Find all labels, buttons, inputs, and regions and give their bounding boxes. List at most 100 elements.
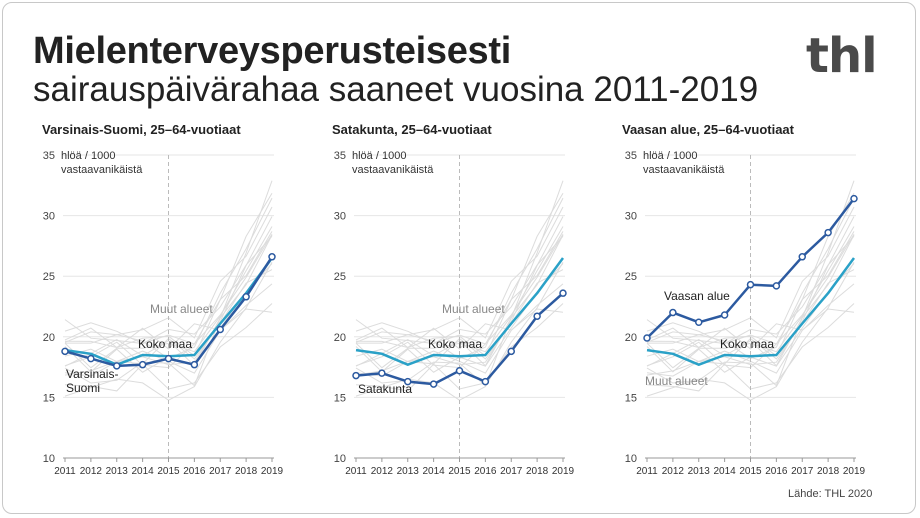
data-point xyxy=(87,354,95,363)
y-tick-label: 15 xyxy=(625,392,637,404)
data-point xyxy=(429,380,438,388)
others-label: Muut alueet xyxy=(645,374,708,388)
y-tick-label: 35 xyxy=(43,150,55,162)
y-tick-label: 10 xyxy=(43,453,55,465)
series-label: Satakunta xyxy=(358,382,412,396)
data-point xyxy=(455,366,464,375)
y-axis-label: vastaavanikäistä xyxy=(643,164,725,176)
title-line-2: sairauspäivärahaa saaneet vuosina 2011-2… xyxy=(33,70,759,109)
x-tick-label: 2011 xyxy=(636,466,658,477)
data-point xyxy=(559,289,567,297)
x-tick-label: 2016 xyxy=(474,466,497,477)
y-tick-label: 35 xyxy=(625,150,637,162)
series-label: Vaasan alue xyxy=(664,289,730,303)
other-region-line xyxy=(355,180,564,387)
y-tick-label: 30 xyxy=(625,211,637,223)
other-region-line xyxy=(355,235,564,345)
x-tick-label: 2015 xyxy=(448,466,471,477)
other-region-line xyxy=(646,192,855,357)
data-point xyxy=(507,347,515,356)
x-tick-label: 2011 xyxy=(345,466,367,477)
other-region-line xyxy=(646,226,855,369)
y-tick-label: 30 xyxy=(43,211,55,223)
data-point xyxy=(268,253,276,261)
data-point xyxy=(61,347,69,356)
other-region-line xyxy=(64,216,273,376)
panel-title: Varsinais-Suomi, 25–64-vuotiaat xyxy=(42,122,241,137)
x-tick-label: 2011 xyxy=(54,466,76,477)
others-label: Muut alueet xyxy=(150,302,213,316)
data-point xyxy=(352,371,360,380)
other-region-line xyxy=(646,216,855,376)
data-point xyxy=(533,312,541,320)
series-label: Koko maa xyxy=(428,337,482,351)
y-axis-label: vastaavanikäistä xyxy=(61,164,143,176)
y-axis-label: vastaavanikäistä xyxy=(352,164,434,176)
x-tick-label: 2012 xyxy=(662,466,685,477)
x-tick-label: 2019 xyxy=(552,466,575,477)
data-point xyxy=(164,354,173,363)
series-label: Koko maa xyxy=(138,337,192,351)
y-tick-label: 10 xyxy=(625,453,637,465)
other-region-line xyxy=(64,235,273,345)
y-tick-label: 20 xyxy=(334,332,346,344)
y-tick-label: 10 xyxy=(334,453,346,465)
chart-panel-2: Satakunta, 25–64-vuotiaat 10 15 20 25 30 35 hlö… xyxy=(332,122,575,477)
x-tick-label: 2017 xyxy=(791,466,814,477)
x-tick-label: 2012 xyxy=(80,466,103,477)
other-region-line xyxy=(646,235,855,345)
other-region-line xyxy=(64,308,273,350)
y-tick-label: 30 xyxy=(334,211,346,223)
x-tick-label: 2019 xyxy=(261,466,284,477)
data-point xyxy=(378,369,386,377)
other-region-line xyxy=(356,197,564,360)
other-region-line xyxy=(65,197,273,360)
data-point xyxy=(643,334,651,342)
chart-panel-3: Vaasan alue, 25–64-vuotiaat 10 15 20 25 30 35 h… xyxy=(622,122,866,477)
data-point xyxy=(404,377,412,386)
y-axis-label: hlöä / 1000 xyxy=(61,150,115,162)
y-axis-label: hlöä / 1000 xyxy=(643,150,697,162)
x-tick-label: 2013 xyxy=(397,466,420,477)
data-point xyxy=(798,253,806,261)
other-region-line xyxy=(355,216,564,376)
data-point xyxy=(481,377,490,386)
x-tick-label: 2017 xyxy=(209,466,232,477)
x-tick-label: 2015 xyxy=(157,466,180,477)
x-tick-label: 2018 xyxy=(817,466,840,477)
other-region-line xyxy=(355,226,564,369)
others-label: Muut alueet xyxy=(442,302,505,316)
series-label: Koko maa xyxy=(720,337,774,351)
x-tick-label: 2013 xyxy=(106,466,129,477)
data-point xyxy=(113,362,121,370)
data-point xyxy=(669,308,677,317)
thl-logo: thl xyxy=(806,28,878,84)
y-tick-label: 35 xyxy=(334,150,346,162)
y-tick-label: 25 xyxy=(334,271,346,283)
x-tick-label: 2014 xyxy=(714,466,737,477)
x-tick-label: 2015 xyxy=(739,466,762,477)
data-point xyxy=(824,228,832,237)
series-line-national xyxy=(355,257,565,366)
data-point xyxy=(772,282,781,290)
x-tick-label: 2014 xyxy=(423,466,446,477)
x-tick-label: 2013 xyxy=(688,466,711,477)
x-tick-label: 2012 xyxy=(371,466,394,477)
y-tick-label: 25 xyxy=(625,271,637,283)
panel-title: Vaasan alue, 25–64-vuotiaat xyxy=(622,122,795,137)
data-point xyxy=(216,325,224,334)
data-point xyxy=(695,318,703,327)
y-tick-label: 15 xyxy=(334,392,346,404)
series-label: Varsinais- xyxy=(66,367,118,381)
y-tick-label: 20 xyxy=(625,332,637,344)
source-note: Lähde: THL 2020 xyxy=(788,488,873,500)
x-tick-label: 2019 xyxy=(843,466,866,477)
title-line-1: Mielenterveysperusteisesti xyxy=(33,30,511,72)
y-tick-label: 15 xyxy=(43,392,55,404)
series-line-national xyxy=(646,257,856,366)
other-region-line xyxy=(355,192,564,357)
chart-panel-1: Varsinais-Suomi, 25–64-vuotiaat 10 15 20 25 3… xyxy=(42,122,284,477)
other-region-line xyxy=(64,180,273,387)
data-point xyxy=(746,280,755,289)
